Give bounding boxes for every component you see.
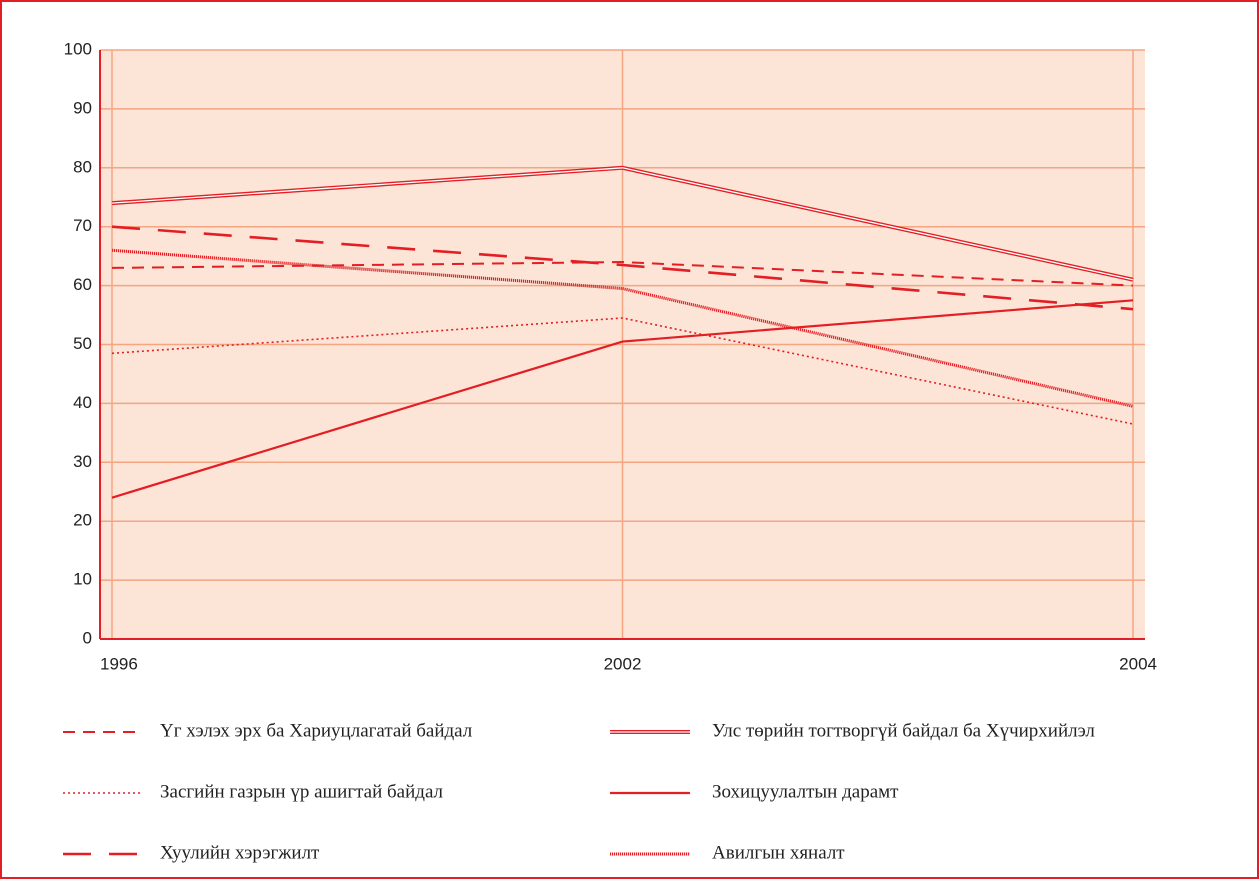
series-line: [111, 299, 1134, 499]
legend-label: Зохицуулалтын дарамт: [712, 781, 899, 802]
y-tick-label: 30: [73, 452, 92, 471]
y-tick-label: 90: [73, 98, 92, 117]
y-tick-label: 20: [73, 511, 92, 530]
series-line: [111, 248, 1134, 408]
series-line: [111, 261, 1134, 287]
legend-label: Засгийн газрын үр ашигтай байдал: [160, 781, 444, 802]
legend-label: Үг хэлэх эрх ба Хариуцлагатай байдал: [160, 720, 473, 741]
x-tick-label: 2004: [1119, 654, 1157, 673]
y-tick-label: 100: [64, 39, 92, 58]
series-line: [111, 317, 1134, 425]
y-tick-label: 80: [73, 157, 92, 176]
x-tick-label: 2002: [604, 654, 642, 673]
y-tick-label: 70: [73, 216, 92, 235]
y-tick-label: 40: [73, 393, 92, 412]
y-tick-label: 60: [73, 275, 92, 294]
y-tick-label: 50: [73, 334, 92, 353]
series-line: [111, 225, 1134, 311]
legend-label: Авилгын хяналт: [712, 842, 845, 863]
legend-label: Улс төрийн тогтворгүй байдал ба Хүчирхий…: [712, 720, 1095, 741]
series-line-inner: [111, 167, 1134, 281]
y-tick-label: 0: [83, 628, 92, 647]
y-tick-label: 10: [73, 570, 92, 589]
x-tick-label: 1996: [100, 654, 138, 673]
legend-label: Хуулийн хэрэгжилт: [160, 842, 320, 863]
